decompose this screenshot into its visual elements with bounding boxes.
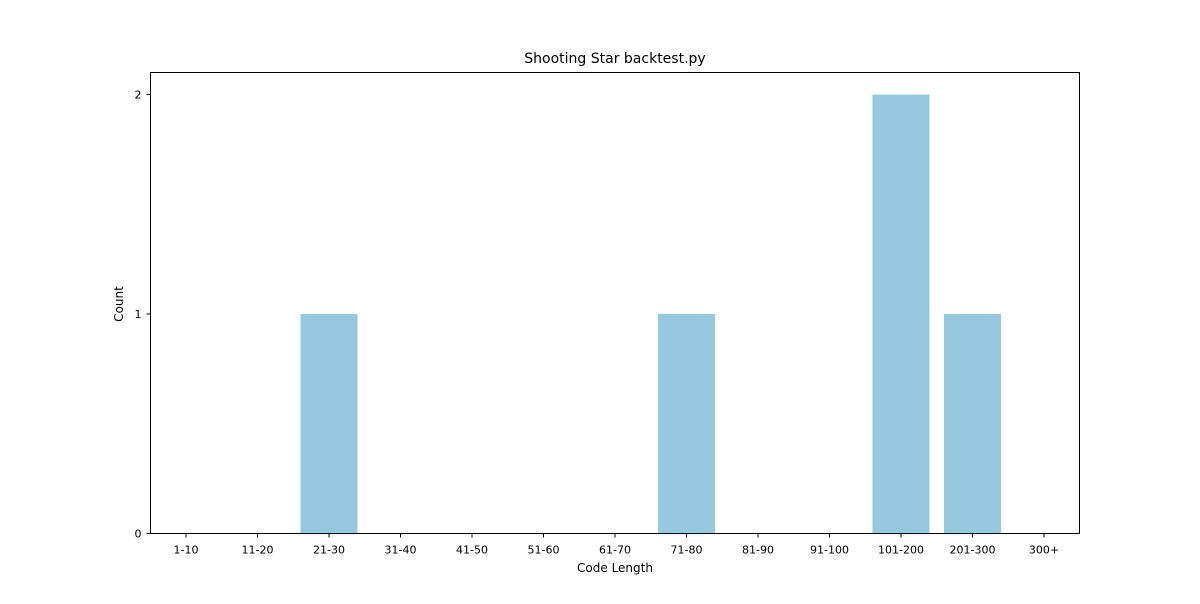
x-tick-label: 81-90 — [742, 544, 774, 557]
bar-21-30 — [300, 314, 358, 534]
x-tick-label: 71-80 — [671, 544, 703, 557]
bar-71-80 — [658, 314, 715, 534]
x-tick-label: 21-30 — [313, 544, 345, 557]
x-tick-label: 51-60 — [528, 544, 560, 557]
x-tick-label: 300+ — [1029, 544, 1059, 557]
x-tick-label: 11-20 — [242, 544, 274, 557]
plot-area-frame — [150, 72, 1080, 534]
y-tick-label: 2 — [135, 88, 142, 101]
bar-201-300 — [944, 314, 1001, 534]
x-tick-label: 31-40 — [385, 544, 417, 557]
x-axis-ticks: 1-10 11-20 21-30 31-40 41-50 51-60 61-70 71-80 8… — [174, 533, 1059, 557]
bar-101-200 — [872, 94, 930, 534]
x-tick-label: 91-100 — [810, 544, 849, 557]
chart-title: Shooting Star backtest.py — [524, 51, 705, 67]
x-tick-label: 1-10 — [174, 544, 199, 557]
x-tick-label: 61-70 — [599, 544, 631, 557]
x-axis-label: Code Length — [577, 561, 653, 575]
y-axis-label: Count — [112, 286, 126, 322]
y-tick-label: 0 — [135, 528, 142, 541]
x-tick-label: 41-50 — [456, 544, 488, 557]
bars-layer — [300, 94, 1001, 534]
y-tick-label: 1 — [135, 308, 142, 321]
x-tick-label: 101-200 — [878, 544, 924, 557]
y-axis-ticks: 0 1 2 — [135, 88, 151, 541]
x-tick-label: 201-300 — [950, 544, 996, 557]
